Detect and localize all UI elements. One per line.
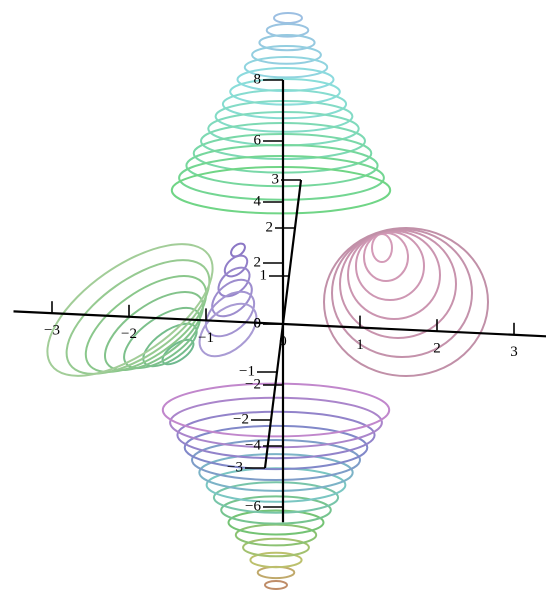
contour	[229, 511, 324, 535]
contour	[252, 46, 321, 64]
contour	[199, 454, 352, 491]
contour	[258, 567, 295, 578]
y-tick-label: −2	[233, 411, 249, 427]
contour	[177, 412, 374, 458]
z-tick-label: 0	[254, 315, 262, 331]
z-tick-label: −4	[245, 437, 261, 453]
y-tick-label: −3	[227, 459, 243, 475]
contour	[372, 234, 392, 262]
y-tick-label: 3	[272, 171, 280, 187]
x-tick-label: −1	[198, 330, 214, 346]
contour	[348, 231, 440, 319]
z-tick-label: 8	[254, 71, 262, 87]
contour	[172, 167, 390, 213]
x-tick-label: 2	[433, 341, 441, 357]
chart: −3−2−10123−3−2−10123−6−4−202468	[0, 0, 546, 592]
z-tick-label: 4	[254, 193, 262, 209]
x-tick-label: −3	[44, 323, 60, 339]
y-tick-label: 2	[266, 219, 274, 235]
z-tick-label: −2	[245, 376, 261, 392]
x-tick-label: 3	[510, 344, 518, 360]
x-tick-label: 1	[356, 337, 364, 353]
z-tick-label: −6	[245, 498, 261, 514]
contour	[179, 156, 384, 200]
contour	[324, 228, 488, 376]
contour	[274, 13, 302, 23]
contour	[163, 384, 389, 437]
contour	[364, 233, 408, 281]
x-tick-label: −2	[121, 326, 137, 342]
z-tick-label: 2	[254, 254, 262, 270]
x-tick-label: 0	[279, 333, 287, 349]
z-tick-label: 6	[254, 132, 262, 148]
contour	[265, 581, 287, 589]
